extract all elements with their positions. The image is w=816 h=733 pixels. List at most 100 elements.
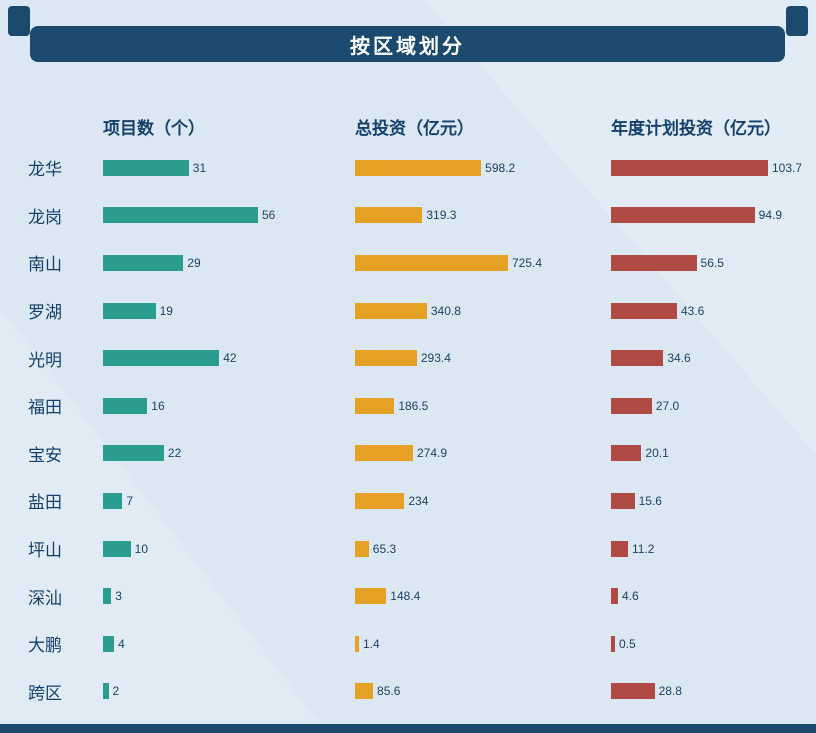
total-investment-bar-cell: 598.2 bbox=[355, 144, 611, 192]
total-investment-value-label: 293.4 bbox=[420, 351, 451, 366]
annual-planned-investment-value-label: 103.7 bbox=[772, 160, 803, 175]
chart-row: 南山 29 725.4 56.5 bbox=[0, 239, 816, 287]
region-label: 龙华 bbox=[28, 160, 62, 180]
project-count-bar bbox=[103, 445, 164, 462]
annual-planned-investment-bar bbox=[611, 159, 768, 176]
total-investment-value-label: 319.3 bbox=[426, 208, 457, 223]
annual-planned-investment-bar-cell: 103.7 bbox=[611, 144, 816, 192]
chart-row: 跨区 2 85.6 28.8 bbox=[0, 668, 816, 716]
annual-planned-investment-bar bbox=[611, 635, 615, 652]
total-investment-bar bbox=[355, 635, 359, 652]
project-count-value-label: 3 bbox=[115, 589, 122, 604]
chart-row: 福田 16 186.5 27.0 bbox=[0, 382, 816, 430]
total-investment-bar bbox=[355, 159, 482, 176]
annual-planned-investment-bar-cell: 27.0 bbox=[611, 382, 816, 430]
project-count-bar bbox=[103, 302, 156, 319]
annual-planned-investment-bar-cell: 56.5 bbox=[611, 239, 816, 287]
region-label: 大鹏 bbox=[28, 636, 62, 656]
chart-row: 深汕 3 148.4 4.6 bbox=[0, 572, 816, 620]
total-investment-bar bbox=[355, 397, 395, 414]
annual-planned-investment-bar-cell: 34.6 bbox=[611, 334, 816, 382]
annual-planned-investment-value-label: 27.0 bbox=[655, 398, 680, 413]
region-label: 坪山 bbox=[28, 541, 62, 561]
project-count-bar-cell: 3 bbox=[103, 572, 355, 620]
chart-rows: 龙华 31 598.2 103.7 龙岗 56 319.3 94.9 南山 29 725.4 56.5… bbox=[0, 144, 816, 715]
project-count-value-label: 31 bbox=[192, 160, 207, 175]
chart-row: 大鹏 4 1.4 0.5 bbox=[0, 620, 816, 668]
total-investment-bar-cell: 186.5 bbox=[355, 382, 611, 430]
project-count-value-label: 42 bbox=[223, 351, 237, 366]
total-investment-bar bbox=[355, 540, 369, 557]
total-investment-bar-cell: 148.4 bbox=[355, 572, 611, 620]
project-count-bar bbox=[103, 159, 189, 176]
total-investment-bar bbox=[355, 683, 374, 700]
annual-planned-investment-value-label: 43.6 bbox=[681, 303, 705, 318]
annual-planned-investment-value-label: 11.2 bbox=[631, 541, 655, 556]
corner-decoration-right bbox=[786, 6, 808, 36]
bottom-border-decoration bbox=[0, 724, 816, 733]
project-count-value-label: 22 bbox=[167, 446, 182, 461]
chart-row: 罗湖 19 340.8 43.6 bbox=[0, 287, 816, 335]
annual-planned-investment-value-label: 15.6 bbox=[638, 493, 662, 508]
project-count-bar-cell: 29 bbox=[103, 239, 355, 287]
project-count-value-label: 19 bbox=[159, 303, 173, 318]
total-investment-bar-cell: 65.3 bbox=[355, 525, 611, 573]
region-label: 罗湖 bbox=[28, 303, 62, 323]
project-count-bar-cell: 16 bbox=[103, 382, 355, 430]
project-count-bar-cell: 56 bbox=[103, 192, 355, 240]
project-count-bar bbox=[103, 540, 131, 557]
project-count-value-label: 29 bbox=[187, 255, 201, 270]
section-header: 按区域划分 bbox=[30, 26, 785, 62]
region-label: 跨区 bbox=[28, 683, 62, 703]
total-investment-value-label: 85.6 bbox=[377, 684, 401, 699]
total-investment-value-label: 148.4 bbox=[390, 589, 421, 604]
total-investment-value-label: 1.4 bbox=[363, 636, 380, 651]
chart-row: 光明 42 293.4 34.6 bbox=[0, 334, 816, 382]
chart-row: 坪山 10 65.3 11.2 bbox=[0, 525, 816, 573]
annual-planned-investment-value-label: 20.1 bbox=[645, 446, 669, 461]
column-header-annual-planned-investment: 年度计划投资（亿元） bbox=[611, 118, 781, 138]
total-investment-bar bbox=[355, 254, 508, 271]
annual-planned-investment-bar bbox=[611, 397, 652, 414]
annual-planned-investment-value-label: 28.8 bbox=[658, 684, 682, 699]
total-investment-bar-cell: 85.6 bbox=[355, 668, 611, 716]
total-investment-value-label: 186.5 bbox=[398, 398, 429, 413]
annual-planned-investment-bar-cell: 0.5 bbox=[611, 620, 816, 668]
annual-planned-investment-bar bbox=[611, 540, 628, 557]
total-investment-bar bbox=[355, 302, 427, 319]
annual-planned-investment-bar-cell: 43.6 bbox=[611, 287, 816, 335]
section-title: 按区域划分 bbox=[350, 35, 465, 58]
total-investment-bar-cell: 340.8 bbox=[355, 287, 611, 335]
total-investment-bar-cell: 725.4 bbox=[355, 239, 611, 287]
project-count-bar bbox=[103, 683, 109, 700]
total-investment-bar-cell: 274.9 bbox=[355, 430, 611, 478]
chart-row: 龙岗 56 319.3 94.9 bbox=[0, 192, 816, 240]
annual-planned-investment-bar-cell: 28.8 bbox=[611, 668, 816, 716]
project-count-bar bbox=[103, 207, 258, 224]
annual-planned-investment-bar bbox=[611, 445, 642, 462]
project-count-bar bbox=[103, 350, 220, 367]
annual-planned-investment-bar bbox=[611, 254, 697, 271]
annual-planned-investment-bar bbox=[611, 683, 655, 700]
annual-planned-investment-bar-cell: 4.6 bbox=[611, 572, 816, 620]
project-count-bar bbox=[103, 397, 148, 414]
chart-row: 盐田 7 234 15.6 bbox=[0, 477, 816, 525]
annual-planned-investment-bar bbox=[611, 302, 677, 319]
project-count-value-label: 56 bbox=[262, 208, 276, 223]
total-investment-value-label: 65.3 bbox=[372, 541, 397, 556]
total-investment-bar bbox=[355, 492, 405, 509]
project-count-value-label: 7 bbox=[126, 493, 134, 508]
project-count-bar-cell: 19 bbox=[103, 287, 355, 335]
annual-planned-investment-bar-cell: 20.1 bbox=[611, 430, 816, 478]
total-investment-value-label: 340.8 bbox=[430, 303, 461, 318]
total-investment-bar-cell: 293.4 bbox=[355, 334, 611, 382]
total-investment-value-label: 234 bbox=[408, 493, 429, 508]
project-count-value-label: 10 bbox=[134, 541, 149, 556]
annual-planned-investment-bar-cell: 11.2 bbox=[611, 525, 816, 573]
chart-row: 宝安 22 274.9 20.1 bbox=[0, 430, 816, 478]
total-investment-value-label: 598.2 bbox=[485, 160, 516, 175]
project-count-bar-cell: 31 bbox=[103, 144, 355, 192]
total-investment-bar bbox=[355, 207, 423, 224]
total-investment-bar-cell: 1.4 bbox=[355, 620, 611, 668]
total-investment-bar bbox=[355, 445, 413, 462]
